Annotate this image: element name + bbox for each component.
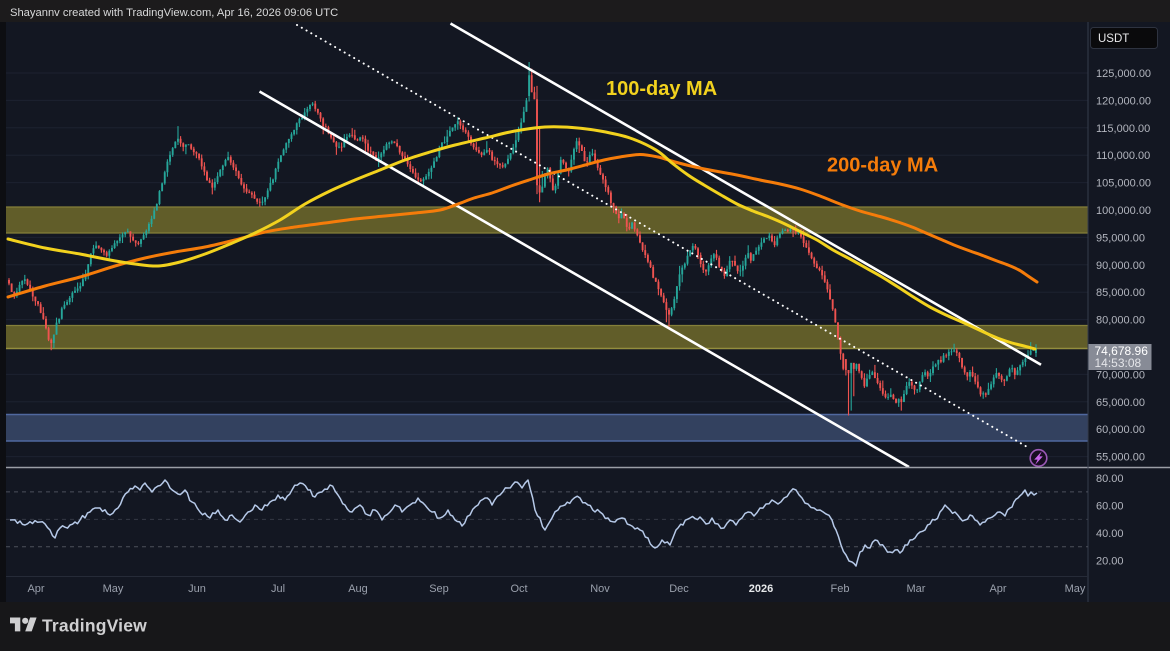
svg-text:125,000.00: 125,000.00 bbox=[1096, 68, 1151, 80]
svg-text:May: May bbox=[1065, 583, 1086, 595]
svg-text:70,000.00: 70,000.00 bbox=[1096, 369, 1145, 381]
svg-text:55,000.00: 55,000.00 bbox=[1096, 452, 1145, 464]
svg-text:Apr: Apr bbox=[27, 583, 44, 595]
svg-text:Aug: Aug bbox=[348, 583, 368, 595]
svg-text:80.00: 80.00 bbox=[1096, 473, 1124, 485]
svg-text:90,000.00: 90,000.00 bbox=[1096, 260, 1145, 272]
svg-text:100-day MA: 100-day MA bbox=[606, 78, 717, 100]
svg-text:Jul: Jul bbox=[271, 583, 285, 595]
svg-text:120,000.00: 120,000.00 bbox=[1096, 95, 1151, 107]
svg-text:May: May bbox=[103, 583, 124, 595]
svg-text:40.00: 40.00 bbox=[1096, 528, 1124, 540]
svg-text:74,678.96: 74,678.96 bbox=[1095, 344, 1149, 358]
svg-text:Dec: Dec bbox=[669, 583, 689, 595]
svg-text:Sep: Sep bbox=[429, 583, 449, 595]
svg-text:Shayannv created with TradingV: Shayannv created with TradingView.com, A… bbox=[10, 7, 338, 19]
svg-text:80,000.00: 80,000.00 bbox=[1096, 315, 1145, 327]
svg-text:Nov: Nov bbox=[590, 583, 610, 595]
svg-text:100,000.00: 100,000.00 bbox=[1096, 205, 1151, 217]
svg-text:115,000.00: 115,000.00 bbox=[1096, 123, 1150, 135]
svg-text:USDT: USDT bbox=[1098, 33, 1129, 45]
svg-text:2026: 2026 bbox=[749, 583, 773, 595]
svg-text:20.00: 20.00 bbox=[1096, 556, 1124, 568]
svg-text:Feb: Feb bbox=[831, 583, 850, 595]
svg-text:14:53:08: 14:53:08 bbox=[1095, 356, 1142, 370]
svg-text:Jun: Jun bbox=[188, 583, 206, 595]
svg-text:60,000.00: 60,000.00 bbox=[1096, 424, 1145, 436]
svg-text:95,000.00: 95,000.00 bbox=[1096, 232, 1145, 244]
svg-text:105,000.00: 105,000.00 bbox=[1096, 178, 1151, 190]
svg-text:Mar: Mar bbox=[907, 583, 926, 595]
svg-text:60.00: 60.00 bbox=[1096, 501, 1124, 513]
svg-text:110,000.00: 110,000.00 bbox=[1096, 150, 1150, 162]
svg-text:Oct: Oct bbox=[510, 583, 527, 595]
svg-text:85,000.00: 85,000.00 bbox=[1096, 287, 1145, 299]
svg-text:65,000.00: 65,000.00 bbox=[1096, 397, 1145, 409]
svg-text:TradingView: TradingView bbox=[42, 616, 147, 636]
svg-text:Apr: Apr bbox=[989, 583, 1006, 595]
svg-text:200-day MA: 200-day MA bbox=[827, 155, 938, 177]
